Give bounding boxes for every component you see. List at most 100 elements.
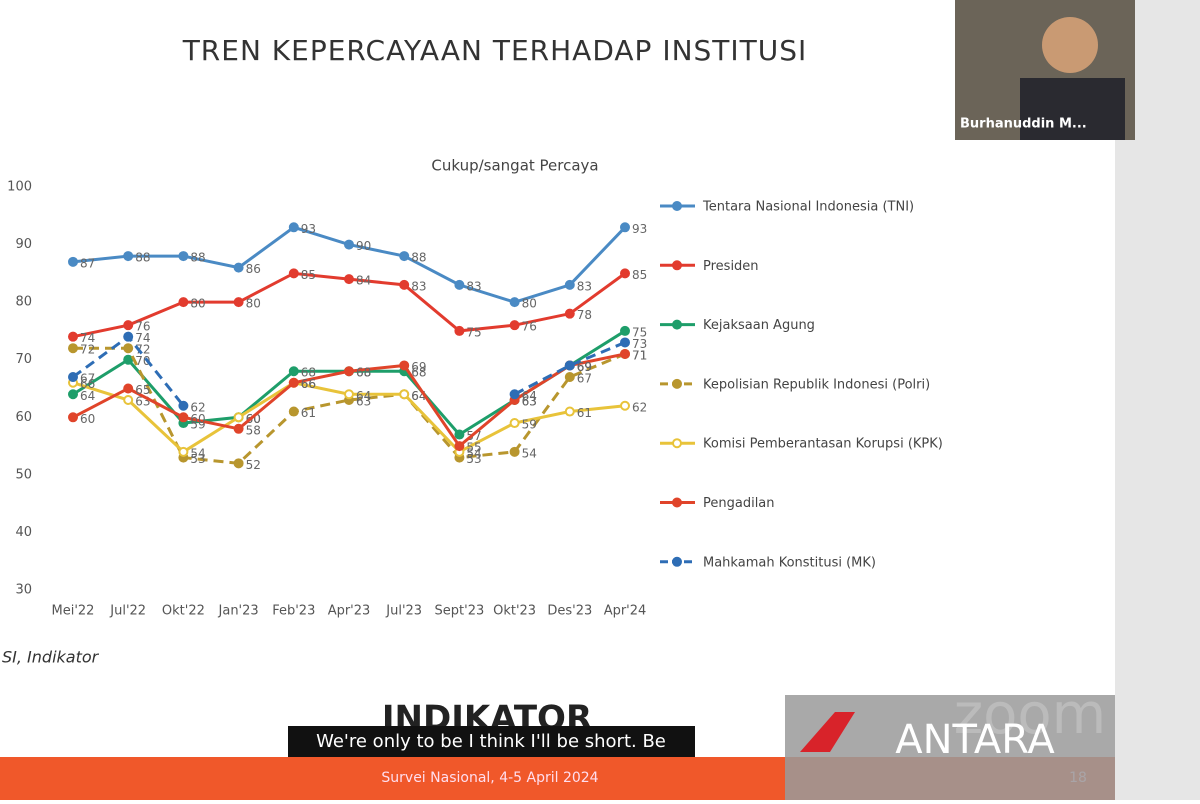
point bbox=[123, 354, 134, 365]
data-label: 72 bbox=[135, 343, 150, 357]
point bbox=[233, 412, 244, 423]
y-tick-label: 50 bbox=[15, 467, 32, 482]
agency-logo: ANTARA bbox=[895, 717, 1055, 763]
legend-label: Tentara Nasional Indonesia (TNI) bbox=[702, 200, 914, 215]
slide-title: TREN KEPERCAYAAN TERHADAP INSTITUSI bbox=[182, 34, 808, 67]
data-label: 75 bbox=[632, 325, 647, 339]
y-tick-label: 100 bbox=[7, 180, 32, 195]
data-label: 52 bbox=[246, 458, 261, 472]
point bbox=[123, 343, 134, 354]
point bbox=[68, 371, 78, 382]
caption-bg bbox=[288, 726, 695, 757]
data-label: 55 bbox=[466, 441, 481, 455]
data-label: 72 bbox=[80, 343, 95, 357]
data-label: 68 bbox=[356, 366, 371, 380]
data-label: 61 bbox=[577, 406, 592, 420]
point bbox=[178, 251, 189, 262]
chart: 30 40 50 60 70 80 90 100 Mei'22 Jul'22 Okt'22 Jan'2… bbox=[7, 180, 943, 619]
point bbox=[564, 308, 575, 319]
x-tick-label: Mei'22 bbox=[52, 604, 95, 619]
point bbox=[509, 389, 520, 400]
point bbox=[344, 366, 354, 377]
data-label: 84 bbox=[356, 274, 371, 288]
data-label: 66 bbox=[301, 377, 316, 391]
data-label: 63 bbox=[356, 395, 371, 409]
x-tick-label: Okt'22 bbox=[162, 604, 205, 619]
point bbox=[68, 389, 78, 400]
point bbox=[68, 343, 78, 354]
legend-label: Kepolisian Republik Indonesi (Polri) bbox=[703, 377, 930, 392]
legend-marker bbox=[672, 260, 682, 271]
y-tick-label: 80 bbox=[15, 295, 32, 310]
y-tick-label: 40 bbox=[15, 525, 32, 540]
footer-text: Survei Nasional, 4-5 April 2024 bbox=[381, 770, 598, 786]
x-tick-label: Apr'23 bbox=[328, 604, 371, 619]
legend-marker bbox=[672, 378, 682, 389]
point bbox=[288, 366, 299, 377]
point bbox=[454, 325, 465, 336]
video-tile[interactable]: Burhanuddin M... bbox=[955, 0, 1135, 140]
data-label: 64 bbox=[356, 389, 371, 403]
point bbox=[399, 389, 410, 400]
point bbox=[288, 222, 299, 233]
watermark: zoom bbox=[954, 682, 1106, 747]
point bbox=[344, 239, 354, 250]
face bbox=[1042, 17, 1098, 73]
point bbox=[178, 297, 189, 308]
data-label: 69 bbox=[577, 360, 592, 374]
point bbox=[620, 325, 630, 336]
y-tick-label: 90 bbox=[15, 237, 32, 252]
point bbox=[178, 412, 189, 423]
data-label: 80 bbox=[522, 297, 537, 311]
chart-subtitle: Cukup/sangat Percaya bbox=[431, 157, 598, 175]
point bbox=[620, 400, 630, 411]
data-label: 85 bbox=[632, 268, 647, 282]
data-label: 74 bbox=[80, 331, 95, 345]
data-label: 68 bbox=[301, 366, 316, 380]
point bbox=[233, 262, 244, 273]
point bbox=[178, 446, 189, 457]
legend-label: Mahkamah Konstitusi (MK) bbox=[703, 555, 876, 570]
legend-marker bbox=[672, 556, 682, 567]
data-label: 83 bbox=[466, 279, 481, 293]
point bbox=[288, 406, 299, 417]
legend-label: Komisi Pemberantasan Korupsi (KPK) bbox=[703, 437, 943, 452]
point bbox=[344, 274, 354, 285]
data-label: 59 bbox=[522, 418, 537, 432]
x-tick-label: Okt'23 bbox=[493, 604, 536, 619]
source: SI, Indikator bbox=[2, 648, 100, 667]
point bbox=[564, 406, 575, 417]
legend-label: Pengadilan bbox=[703, 496, 775, 511]
data-label: 87 bbox=[80, 256, 95, 270]
point bbox=[68, 256, 78, 267]
legend-marker bbox=[672, 319, 682, 330]
point bbox=[123, 395, 134, 406]
point bbox=[509, 297, 520, 308]
data-label: 60 bbox=[190, 412, 205, 426]
y-tick-label: 30 bbox=[15, 583, 32, 598]
data-label: 64 bbox=[522, 389, 537, 403]
data-label: 71 bbox=[632, 348, 647, 362]
data-label: 93 bbox=[632, 222, 647, 236]
data-label: 54 bbox=[466, 446, 481, 460]
legend-marker bbox=[672, 438, 682, 449]
point bbox=[454, 441, 465, 452]
point bbox=[123, 320, 134, 331]
x-tick-label: Des'23 bbox=[547, 604, 592, 619]
y-tick-label: 70 bbox=[15, 352, 32, 367]
data-label: 73 bbox=[632, 337, 647, 351]
point bbox=[564, 279, 575, 290]
data-label: 54 bbox=[522, 446, 537, 460]
x-tick-label: Jan'23 bbox=[218, 604, 259, 619]
data-label: 67 bbox=[577, 371, 592, 385]
x-tick-label: Jul'23 bbox=[385, 604, 422, 619]
point bbox=[233, 423, 244, 434]
point bbox=[68, 412, 78, 423]
data-label: 67 bbox=[80, 371, 95, 385]
data-label: 86 bbox=[246, 262, 261, 276]
data-label: 83 bbox=[411, 279, 426, 293]
data-label: 78 bbox=[577, 308, 592, 322]
data-label: 63 bbox=[522, 395, 537, 409]
data-label: 83 bbox=[577, 279, 592, 293]
